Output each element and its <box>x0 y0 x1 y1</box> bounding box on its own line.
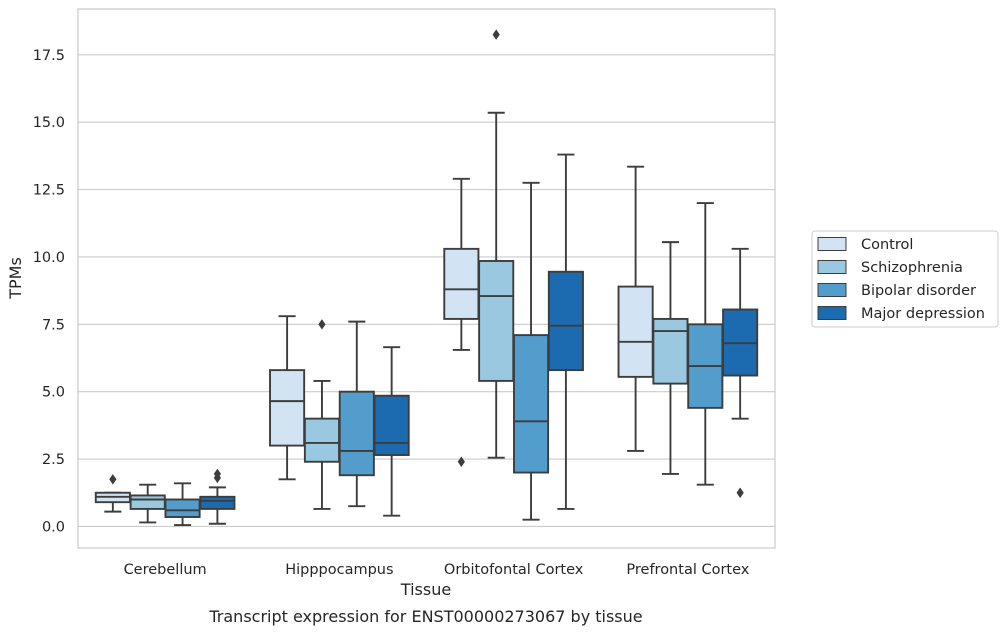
y-tick-label: 15.0 <box>33 115 65 131</box>
legend-label: Control <box>861 237 913 253</box>
legend-swatch <box>817 260 847 274</box>
chart-caption: Transcript expression for ENST0000027306… <box>208 607 642 626</box>
box-control <box>269 315 306 481</box>
box-iqr <box>478 260 515 382</box>
box-iqr <box>443 247 480 320</box>
y-tick-label: 5.0 <box>42 385 65 401</box>
gridlines <box>78 54 775 527</box>
outlier-point <box>318 319 326 330</box>
box-major-depression <box>722 247 759 498</box>
legend-swatch <box>817 306 847 320</box>
box-bipolar-disorder <box>338 320 375 508</box>
outlier-point <box>736 487 744 498</box>
plot-area-frame <box>77 8 776 549</box>
legend-swatch <box>817 283 847 297</box>
legend-label: Schizophrenia <box>861 260 963 276</box>
box-iqr <box>129 494 166 510</box>
box-schizophrenia <box>478 29 515 459</box>
box-iqr <box>338 390 375 477</box>
boxes <box>94 29 759 527</box>
x-tick-label: Hipppocampus <box>285 562 393 578</box>
box-control <box>617 165 654 452</box>
legend-label: Bipolar disorder <box>861 283 976 299</box>
box-iqr <box>513 334 550 474</box>
legend-label: Major depression <box>861 306 985 322</box>
x-tick-label: Prefrontal Cortex <box>626 562 749 578</box>
box-bipolar-disorder <box>687 202 724 486</box>
box-iqr <box>164 498 201 518</box>
y-axis-label: TPMs <box>6 257 25 300</box>
box-control <box>94 474 131 513</box>
legend: Control Schizophrenia Bipolar disorder Majo… <box>811 230 999 328</box>
box-iqr <box>269 369 306 447</box>
legend-frame <box>811 230 999 328</box>
box-control <box>443 177 480 467</box>
box-schizophrenia <box>303 319 340 510</box>
y-axis-ticks: 0.0 2.5 5.0 7.5 10.0 12.5 15.0 17.5 <box>33 48 65 536</box>
box-major-depression <box>373 346 410 517</box>
y-tick-label: 2.5 <box>42 452 65 468</box>
box-bipolar-disorder <box>513 181 550 521</box>
box-major-depression <box>547 153 584 510</box>
x-axis-ticks: Cerebellum Hipppocampus Orbitofontal Corte… <box>124 562 750 578</box>
box-iqr <box>373 394 410 456</box>
y-tick-label: 12.5 <box>33 183 65 199</box>
y-tick-label: 7.5 <box>42 317 65 333</box>
outlier-point <box>109 474 117 485</box>
box-iqr <box>303 417 340 463</box>
box-major-depression <box>199 468 236 525</box>
outlier-point <box>213 468 221 480</box>
box-iqr <box>199 495 236 510</box>
outlier-point <box>457 456 465 467</box>
outlier-point <box>492 29 500 40</box>
x-axis-label: Tissue <box>400 580 451 599</box>
x-tick-label: Cerebellum <box>124 562 207 578</box>
legend-swatch <box>817 237 847 251</box>
y-tick-label: 0.0 <box>42 519 65 535</box>
x-tick-label: Orbitofontal Cortex <box>444 562 584 578</box>
y-tick-label: 17.5 <box>33 48 65 64</box>
y-tick-label: 10.0 <box>33 250 65 266</box>
box-iqr <box>617 285 654 378</box>
box-iqr <box>652 317 689 385</box>
box-iqr <box>547 270 584 372</box>
